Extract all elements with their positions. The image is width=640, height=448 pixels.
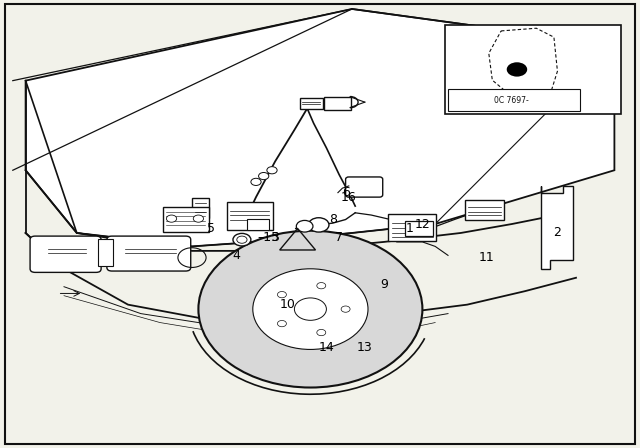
Text: 12: 12	[415, 217, 430, 231]
Text: 0C 7697-: 0C 7697-	[494, 96, 529, 105]
Text: –15: –15	[258, 231, 280, 244]
Circle shape	[317, 283, 326, 289]
Polygon shape	[541, 186, 573, 269]
Text: 10: 10	[280, 298, 296, 311]
Circle shape	[267, 167, 277, 174]
Circle shape	[296, 220, 313, 232]
Circle shape	[507, 62, 527, 77]
Circle shape	[193, 215, 204, 222]
Text: 9: 9	[380, 278, 388, 291]
Circle shape	[317, 329, 326, 336]
Text: 14: 14	[319, 340, 334, 354]
Text: 1: 1	[406, 222, 413, 235]
Circle shape	[259, 172, 269, 180]
Text: 11: 11	[479, 251, 494, 264]
Circle shape	[166, 215, 177, 222]
FancyBboxPatch shape	[465, 200, 504, 220]
Text: 4: 4	[233, 249, 241, 262]
FancyBboxPatch shape	[98, 239, 113, 266]
Text: 2: 2	[553, 226, 561, 240]
Text: 6: 6	[342, 186, 349, 199]
Circle shape	[253, 269, 368, 349]
Circle shape	[278, 320, 287, 327]
Circle shape	[308, 218, 329, 232]
Text: 3: 3	[271, 231, 279, 244]
Circle shape	[233, 233, 251, 246]
Circle shape	[341, 306, 350, 312]
Bar	[448, 89, 580, 111]
FancyBboxPatch shape	[192, 198, 209, 218]
Circle shape	[198, 231, 422, 388]
Polygon shape	[26, 9, 614, 246]
Circle shape	[294, 298, 326, 320]
FancyBboxPatch shape	[346, 177, 383, 197]
Text: 16: 16	[341, 190, 356, 204]
FancyBboxPatch shape	[227, 202, 273, 230]
Circle shape	[251, 178, 261, 185]
FancyBboxPatch shape	[30, 236, 101, 272]
Text: 13: 13	[357, 340, 372, 354]
FancyBboxPatch shape	[300, 98, 323, 109]
Text: 8: 8	[329, 213, 337, 226]
Text: 5: 5	[207, 222, 215, 235]
Text: 7: 7	[335, 231, 343, 244]
FancyBboxPatch shape	[324, 97, 351, 110]
FancyBboxPatch shape	[388, 214, 436, 241]
FancyBboxPatch shape	[163, 207, 209, 232]
Bar	[445, 25, 621, 114]
FancyBboxPatch shape	[247, 219, 269, 230]
Circle shape	[278, 292, 287, 298]
FancyBboxPatch shape	[107, 236, 191, 271]
FancyBboxPatch shape	[405, 221, 433, 236]
